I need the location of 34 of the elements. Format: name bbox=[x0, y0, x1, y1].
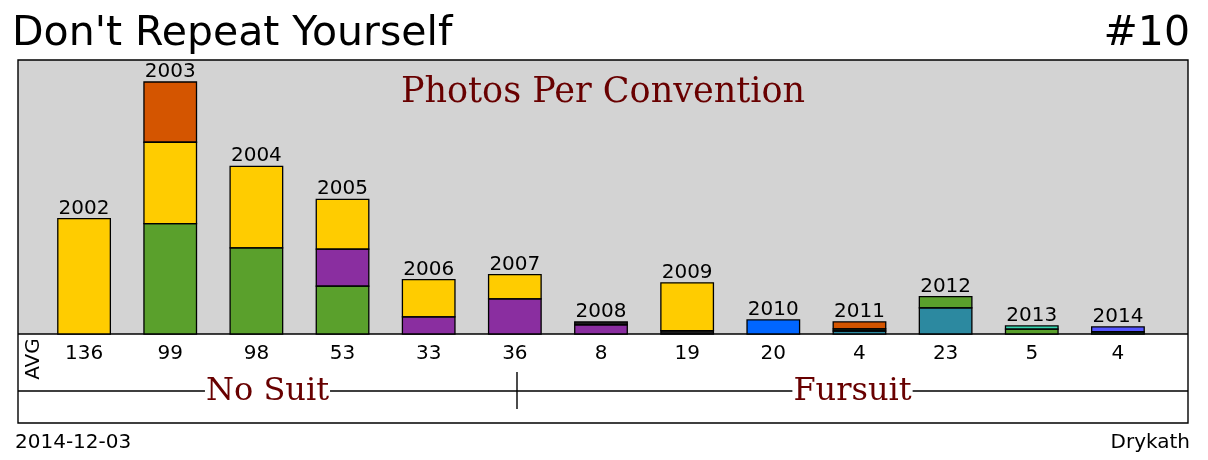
text: 20 bbox=[760, 340, 787, 364]
text: 19 bbox=[674, 340, 700, 364]
text: Drykath bbox=[1110, 429, 1190, 453]
text: 2014-12-03 bbox=[15, 429, 132, 453]
x-tick-label: 2013 bbox=[1006, 301, 1058, 326]
text: 4 bbox=[1111, 340, 1125, 364]
text: 98 bbox=[243, 340, 270, 364]
text: 33 bbox=[415, 340, 442, 364]
text: 5 bbox=[1025, 340, 1039, 364]
text: 4 bbox=[853, 340, 866, 364]
x-tick-label: 2011 bbox=[834, 297, 885, 322]
x-tick-label: 2002 bbox=[58, 194, 110, 219]
x-tick-label: 2012 bbox=[920, 272, 972, 297]
x-tick-label: 2007 bbox=[489, 250, 541, 275]
text: Fursuit bbox=[793, 370, 912, 408]
x-tick-label: 2005 bbox=[317, 175, 368, 200]
text: 8 bbox=[594, 340, 608, 364]
x-tick-label: 2004 bbox=[230, 142, 282, 167]
x-tick-label: 2009 bbox=[661, 258, 713, 283]
text: #10 bbox=[1103, 7, 1190, 55]
text: 99 bbox=[157, 340, 183, 364]
text: AVG bbox=[20, 338, 44, 380]
x-tick-label: 2003 bbox=[144, 58, 196, 82]
x-tick-label: 2014 bbox=[1092, 302, 1144, 327]
text: 23 bbox=[932, 340, 959, 364]
x-tick-label: 2008 bbox=[575, 297, 627, 322]
x-tick-label: 2010 bbox=[747, 295, 799, 320]
chart-title: Photos Per Convention bbox=[400, 70, 806, 110]
text: 53 bbox=[329, 340, 356, 364]
x-tick-label: 2006 bbox=[403, 255, 455, 280]
text: 136 bbox=[64, 340, 104, 364]
text: 36 bbox=[502, 340, 528, 364]
text: No Suit bbox=[205, 370, 330, 408]
text: Don't Repeat Yourself bbox=[12, 7, 453, 55]
